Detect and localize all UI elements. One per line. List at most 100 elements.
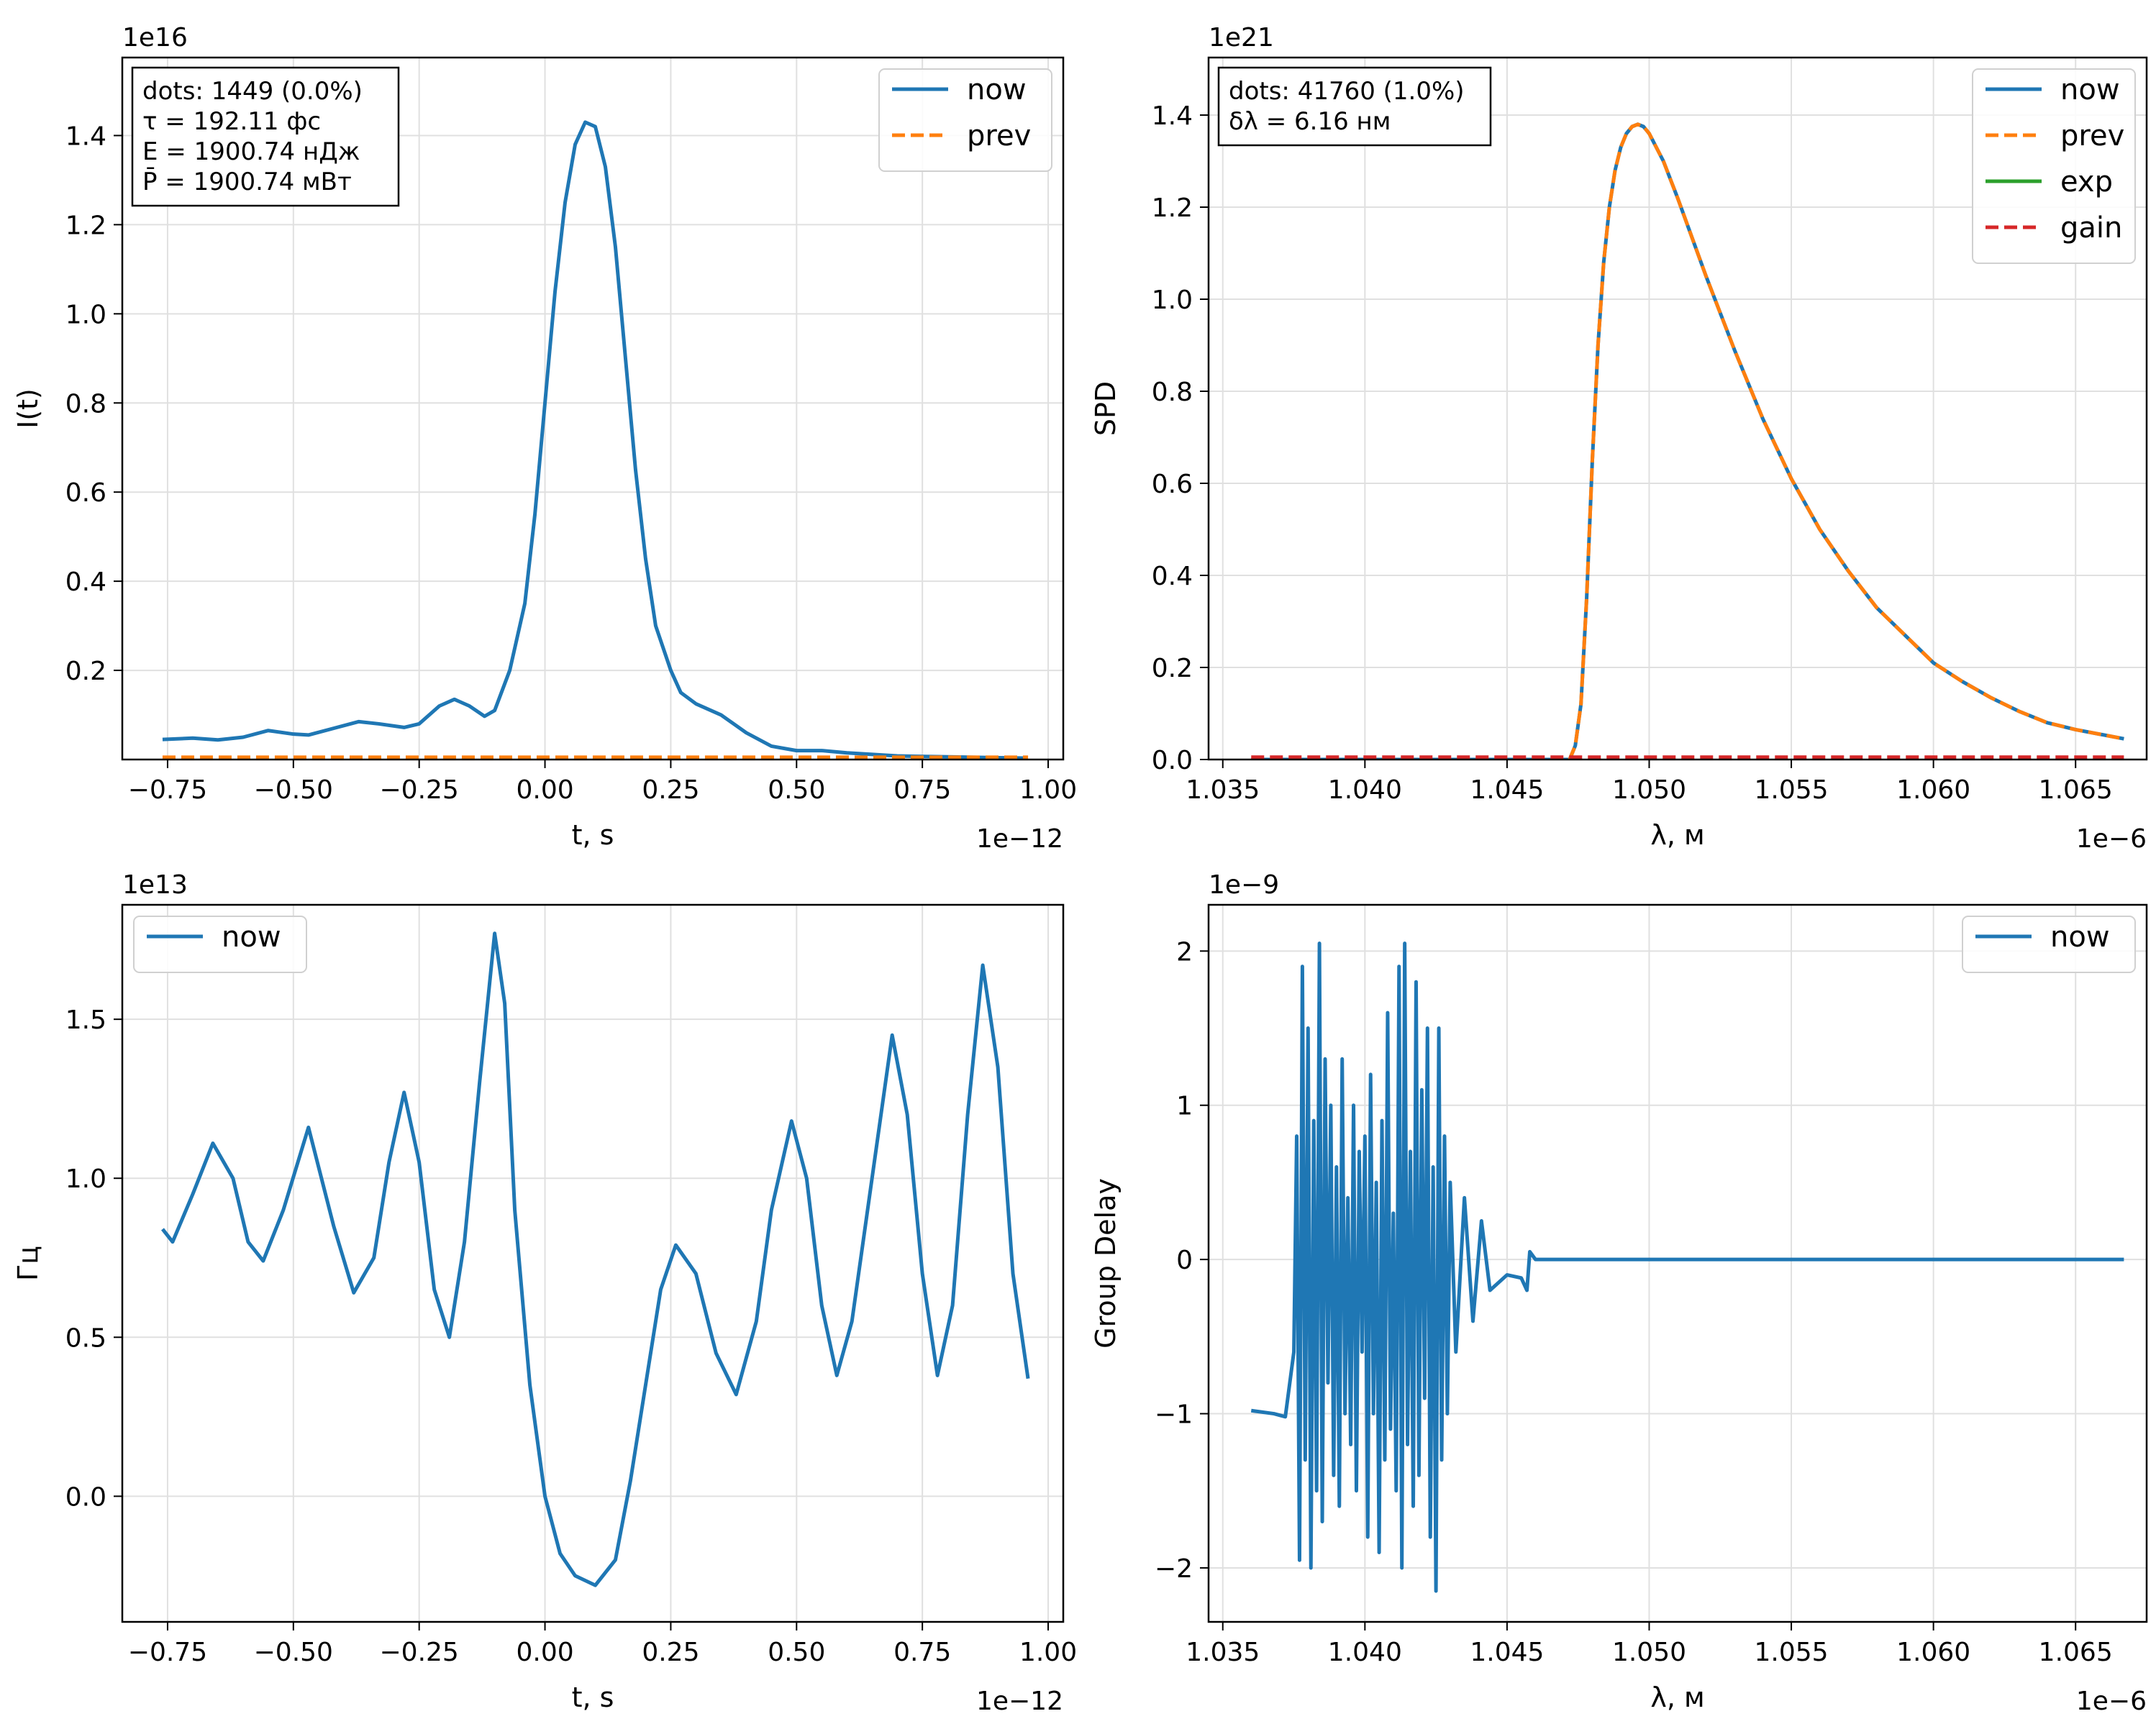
x-tick-label: 0.50 — [768, 775, 825, 805]
x-tick-label: 1.055 — [1755, 775, 1829, 805]
info-box-line: dots: 1449 (0.0%) — [142, 77, 363, 106]
x-tick-label: −0.50 — [254, 775, 333, 805]
axes-frame — [1207, 903, 2148, 1623]
x-tick-label: 1.035 — [1186, 1638, 1260, 1667]
legend-label-prev: prev — [2060, 119, 2124, 152]
y-tick-label: 0.2 — [65, 657, 106, 686]
x-tick-label: 0.00 — [516, 1638, 573, 1667]
y-tick-label: 1.0 — [65, 300, 106, 329]
legend-box — [133, 916, 307, 973]
legend-box — [878, 68, 1052, 172]
y-tick-label: 0.6 — [1152, 470, 1193, 499]
y-tick-label: 0.0 — [65, 1482, 106, 1512]
y-tick-label: 0.8 — [65, 389, 106, 419]
legend-label-now: now — [2060, 73, 2120, 106]
x-tick-label: −0.50 — [254, 1638, 333, 1667]
x-tick-label: −0.25 — [380, 775, 459, 805]
y-tick-label: 2 — [1176, 937, 1193, 967]
info-box-line: τ = 192.11 фс — [142, 107, 321, 136]
info-box-line: E = 1900.74 нДж — [142, 137, 360, 166]
y-tick-label: 0 — [1176, 1246, 1193, 1275]
y-tick-label: 1.5 — [65, 1005, 106, 1035]
y-tick-label: 0.4 — [1152, 562, 1193, 591]
series-line-now — [160, 931, 1030, 1587]
subplot-ax4: 1.035 1.040 1.045 1.050 1.055 1.060 1.065 −2 −1 0… — [1090, 870, 2148, 1716]
x-axis-label: t, s — [572, 819, 614, 851]
x-tick-label: 1.050 — [1612, 775, 1686, 805]
x-tick-label: 1.040 — [1328, 1638, 1402, 1667]
axes-frame — [121, 903, 1065, 1623]
info-box-line: dots: 41760 (1.0%) — [1229, 77, 1465, 106]
x-axis-label: λ, м — [1650, 819, 1704, 851]
legend-box — [1972, 68, 2136, 264]
x-offset-text: 1e−6 — [2076, 1687, 2147, 1716]
legend-label-now: now — [967, 73, 1027, 106]
legend-box — [1962, 916, 2136, 973]
x-tick-label: 1.055 — [1755, 1638, 1829, 1667]
axes-frame — [121, 56, 1065, 761]
y-tick-label: 0.0 — [1152, 746, 1193, 775]
subplot-ax3: −0.75 −0.50 −0.25 0.00 0.25 0.50 0.75 1.00 0.0 0.… — [12, 870, 1077, 1716]
x-tick-label: −0.75 — [128, 1638, 207, 1667]
x-tick-label: 1.035 — [1186, 775, 1260, 805]
legend-label-now: now — [222, 921, 281, 954]
series-line-prev — [1251, 122, 2124, 760]
x-tick-label: 0.50 — [768, 1638, 825, 1667]
legend-label-prev: prev — [967, 119, 1031, 152]
y-tick-label: 1.2 — [65, 211, 106, 240]
x-tick-label: 1.060 — [1896, 1638, 1970, 1667]
y-tick-label: 1.4 — [1152, 101, 1193, 131]
x-tick-label: 1.065 — [2039, 1638, 2113, 1667]
series-line-now — [162, 120, 1029, 760]
y-axis-label: Group Delay — [1090, 1178, 1122, 1349]
y-tick-label: 0.6 — [65, 478, 106, 508]
x-tick-label: 0.25 — [642, 1638, 699, 1667]
x-tick-label: 1.00 — [1019, 1638, 1077, 1667]
y-tick-label: 1.0 — [65, 1164, 106, 1194]
x-tick-label: 0.00 — [516, 775, 573, 805]
legend-label-now: now — [2050, 921, 2110, 954]
y-offset-text: 1e13 — [122, 870, 188, 900]
y-tick-label: 1 — [1176, 1092, 1193, 1121]
info-box — [131, 66, 400, 207]
y-tick-label: −1 — [1155, 1400, 1193, 1430]
series-line-now — [1250, 941, 2124, 1593]
legend-label-exp: exp — [2060, 165, 2113, 199]
x-offset-text: 1e−12 — [976, 1687, 1063, 1716]
info-box — [1217, 66, 1492, 147]
y-tick-label: 0.8 — [1152, 378, 1193, 407]
x-axis-label: λ, м — [1650, 1682, 1704, 1713]
y-axis-label: I(t) — [12, 388, 44, 429]
x-offset-text: 1e−6 — [2076, 824, 2147, 854]
y-offset-text: 1e−9 — [1209, 870, 1279, 900]
x-tick-label: 0.75 — [893, 1638, 951, 1667]
y-axis-label: Гц — [12, 1246, 44, 1281]
x-tick-label: 1.00 — [1019, 775, 1077, 805]
legend-label-gain: gain — [2060, 211, 2122, 245]
y-tick-label: 1.0 — [1152, 286, 1193, 315]
x-tick-label: 0.25 — [642, 775, 699, 805]
x-tick-label: 1.040 — [1328, 775, 1402, 805]
subplot-ax2: 1.035 1.040 1.045 1.050 1.055 1.060 1.065 0.0 0.… — [1090, 23, 2148, 854]
y-tick-label: −2 — [1155, 1554, 1193, 1584]
x-tick-label: 0.75 — [893, 775, 951, 805]
y-tick-label: 0.4 — [65, 567, 106, 597]
x-tick-label: −0.25 — [380, 1638, 459, 1667]
x-tick-label: 1.045 — [1470, 775, 1544, 805]
x-tick-label: 1.050 — [1612, 1638, 1686, 1667]
y-tick-label: 0.5 — [65, 1323, 106, 1353]
x-tick-label: 1.045 — [1470, 1638, 1544, 1667]
y-offset-text: 1e16 — [122, 23, 188, 53]
info-box-line: P̄ = 1900.74 мВт — [142, 167, 352, 196]
x-offset-text: 1e−12 — [976, 824, 1063, 854]
y-tick-label: 1.2 — [1152, 193, 1193, 223]
y-offset-text: 1e21 — [1209, 23, 1274, 53]
info-box-line: δλ = 6.16 нм — [1229, 107, 1391, 136]
subplot-ax1: −0.75 −0.50 −0.25 0.00 0.25 0.50 0.75 1.00 0.2 0.… — [12, 23, 1077, 854]
x-tick-label: −0.75 — [128, 775, 207, 805]
x-tick-label: 1.065 — [2039, 775, 2113, 805]
y-tick-label: 0.2 — [1152, 654, 1193, 683]
x-tick-label: 1.060 — [1896, 775, 1970, 805]
x-axis-label: t, s — [572, 1682, 614, 1713]
